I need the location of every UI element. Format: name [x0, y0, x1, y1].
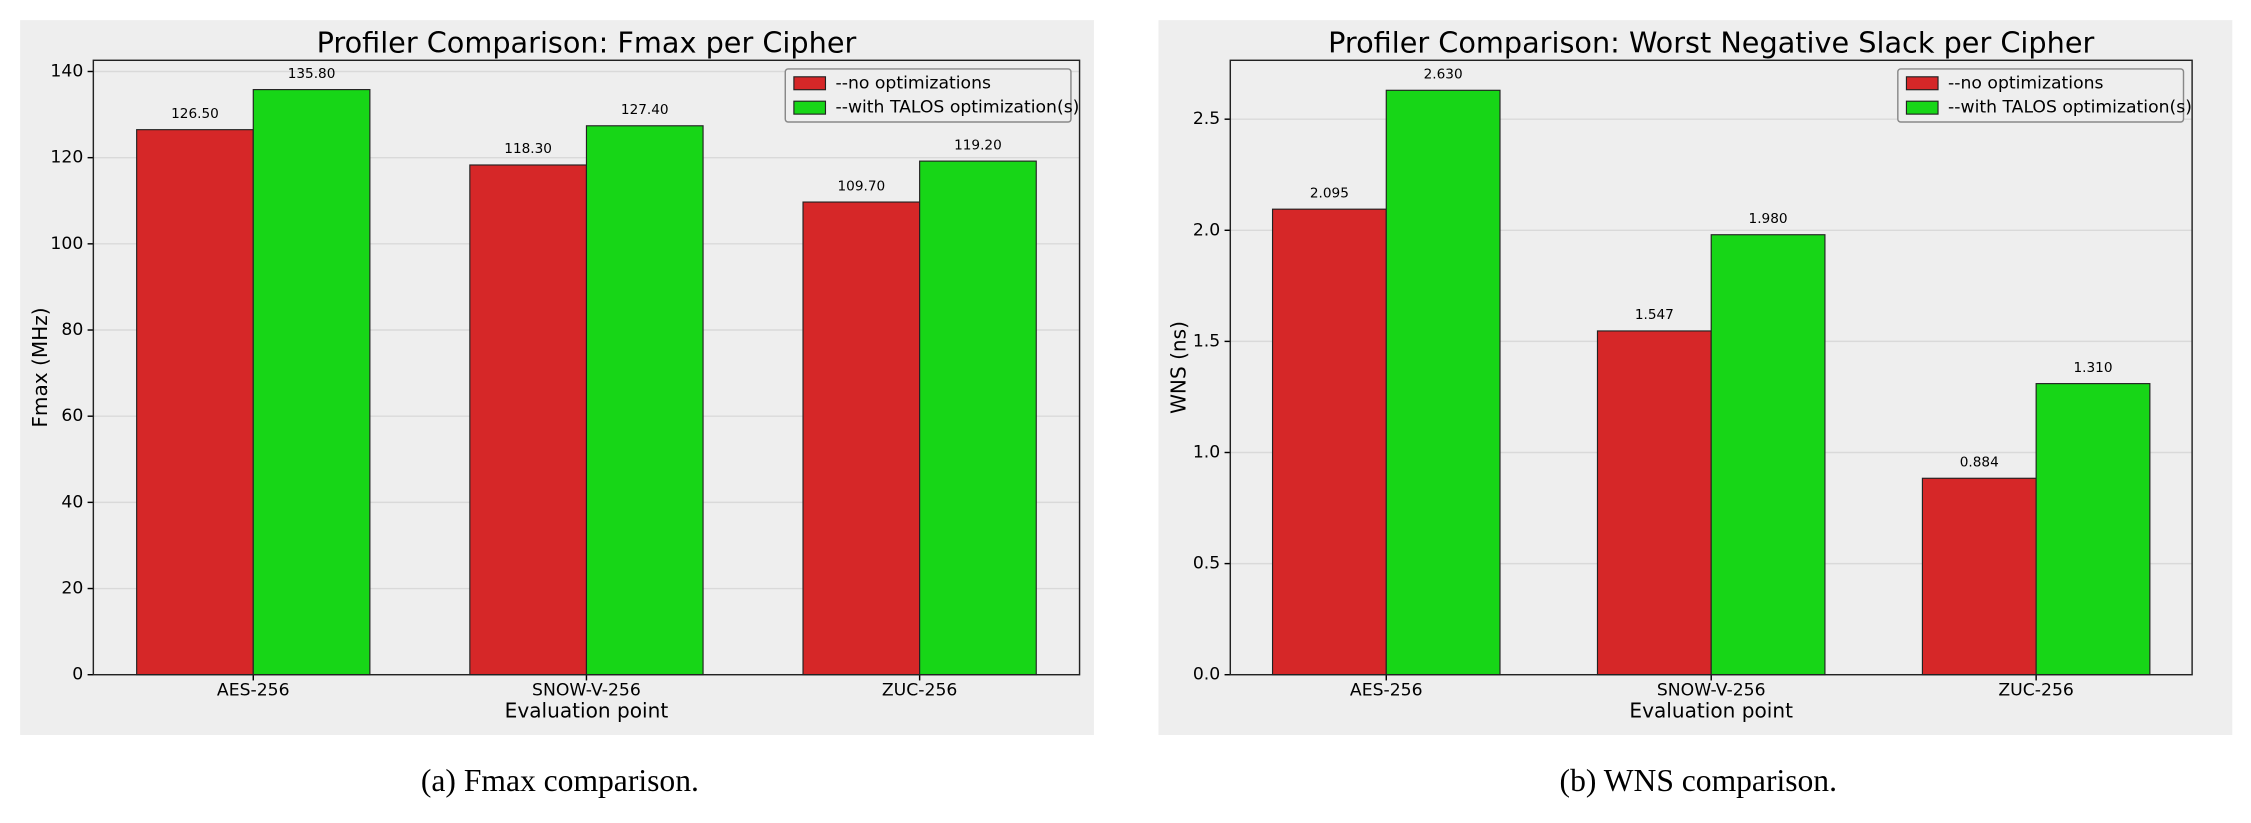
plot-frame: [92, 59, 1081, 676]
x-tick-label: ZUC-256: [882, 680, 958, 700]
value-label: 127.40: [621, 102, 669, 118]
y-tick-label: 1.0: [1193, 442, 1220, 462]
x-tick-label: SNOW-V-256: [532, 680, 641, 700]
value-label: 118.30: [504, 141, 552, 157]
y-tick-label: 0.5: [1193, 554, 1220, 574]
chart-title: Profiler Comparison: Fmax per Cipher: [317, 26, 857, 60]
value-label: 1.980: [1749, 211, 1788, 227]
value-label: 126.50: [171, 106, 219, 122]
y-tick-label: 60: [61, 406, 83, 426]
legend-swatch: [793, 100, 827, 115]
caption: (b) WNS comparison.: [1560, 763, 1837, 798]
y-tick-label: 2.5: [1193, 109, 1220, 129]
value-label: 2.630: [1424, 67, 1463, 83]
bar: [469, 164, 588, 676]
value-label: 109.70: [837, 178, 885, 194]
y-tick-label: 140: [50, 61, 83, 81]
bar: [919, 160, 1037, 676]
bar: [252, 89, 371, 676]
x-tick-label: ZUC-256: [1998, 680, 2074, 700]
legend-label: --with TALOS optimization(s): [1948, 98, 2192, 118]
value-label: 135.80: [288, 66, 336, 82]
bar: [585, 125, 704, 676]
value-label: 2.095: [1310, 185, 1349, 201]
y-tick-label: 1.5: [1193, 331, 1220, 351]
y-axis-label: Fmax (MHz): [28, 307, 52, 427]
bar: [2035, 383, 2151, 676]
legend-label: --no optimizations: [836, 73, 991, 93]
y-tick-label: 0: [72, 665, 83, 685]
plot-frame: [1229, 59, 2193, 676]
value-label: 1.310: [2073, 360, 2112, 376]
bar: [1271, 208, 1387, 676]
y-tick-label: 2.0: [1193, 220, 1220, 240]
bar: [802, 201, 921, 676]
value-label: 0.884: [1960, 454, 1999, 470]
bar: [1596, 330, 1712, 676]
bar: [1385, 89, 1501, 676]
value-label: 1.547: [1635, 307, 1674, 323]
legend-box: [1897, 68, 2185, 123]
legend-label: --no optimizations: [1948, 73, 2103, 93]
x-tick-label: AES-256: [217, 680, 290, 700]
chart-title: Profiler Comparison: Worst Negative Slac…: [1328, 26, 2094, 60]
legend-label: --with TALOS optimization(s): [836, 98, 1080, 118]
y-tick-label: 0.0: [1193, 665, 1220, 685]
y-tick-label: 40: [61, 492, 83, 512]
x-axis-label: Evaluation point: [1629, 699, 1793, 723]
x-axis-label: Evaluation point: [505, 699, 669, 723]
legend-swatch: [1905, 100, 1939, 115]
y-axis-label: WNS (ns): [1167, 321, 1191, 414]
x-tick-label: SNOW-V-256: [1657, 680, 1766, 700]
x-tick-label: AES-256: [1350, 680, 1423, 700]
legend-box: [784, 68, 1072, 123]
value-label: 119.20: [954, 137, 1002, 153]
y-tick-label: 100: [50, 234, 83, 254]
bar: [1921, 477, 2037, 676]
y-tick-label: 20: [61, 579, 83, 599]
bar: [1710, 234, 1826, 676]
caption: (a) Fmax comparison.: [421, 763, 699, 798]
legend-swatch: [793, 76, 827, 91]
y-tick-label: 80: [61, 320, 83, 340]
legend-swatch: [1905, 76, 1939, 91]
bar: [136, 129, 254, 676]
y-tick-label: 120: [50, 148, 83, 168]
